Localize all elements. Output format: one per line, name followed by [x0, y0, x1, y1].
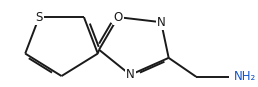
Text: N: N [126, 68, 135, 81]
Text: S: S [35, 11, 43, 24]
Text: O: O [114, 11, 123, 24]
Text: NH₂: NH₂ [234, 70, 256, 83]
Text: N: N [157, 16, 165, 29]
